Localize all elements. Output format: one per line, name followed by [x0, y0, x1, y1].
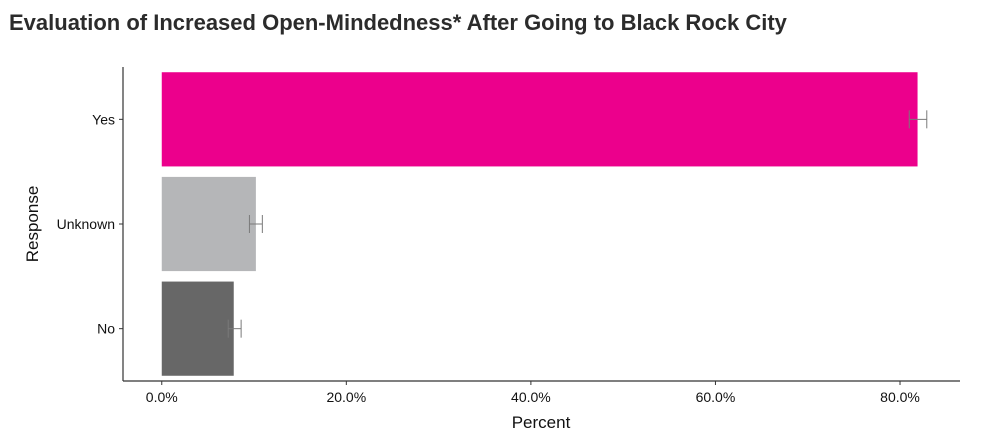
- y-ticks-layer: Yes Unknown No: [57, 111, 123, 337]
- x-axis-label: Percent: [512, 413, 571, 432]
- x-tick-label: 80.0%: [880, 389, 920, 405]
- x-tick-label: 0.0%: [146, 389, 178, 405]
- y-axis-label: Response: [23, 186, 42, 263]
- error-bars-layer: [227, 110, 928, 338]
- bar-unknown: [161, 176, 256, 272]
- y-tick-label-unknown: Unknown: [57, 216, 115, 232]
- chart-title: Evaluation of Increased Open-Mindedness*…: [9, 10, 787, 35]
- error-bar-unknown: [248, 215, 263, 233]
- bar-no: [161, 281, 234, 376]
- x-tick-label: 40.0%: [511, 389, 551, 405]
- x-tick-label: 20.0%: [326, 389, 366, 405]
- x-ticks-layer: 0.0% 20.0% 40.0% 60.0% 80.0%: [146, 381, 920, 405]
- y-tick-label-yes: Yes: [92, 111, 115, 127]
- bars-layer: [161, 72, 918, 376]
- x-tick-label: 60.0%: [696, 389, 736, 405]
- y-tick-label-no: No: [97, 321, 115, 337]
- bar-yes: [161, 72, 918, 167]
- error-bar-yes: [908, 110, 928, 129]
- error-bar-no: [227, 319, 242, 338]
